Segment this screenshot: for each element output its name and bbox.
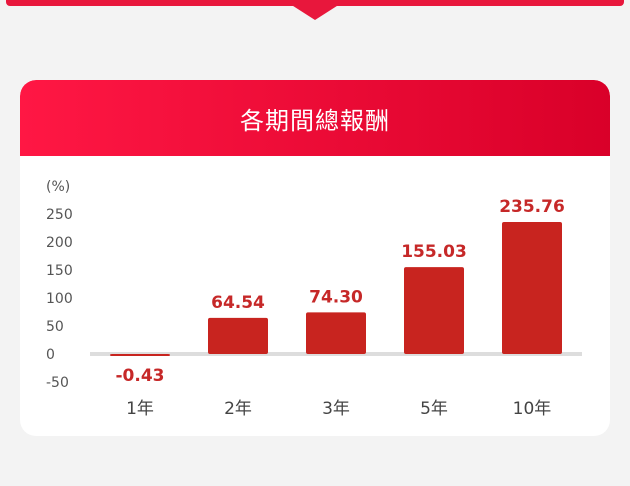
category-label: 3年 (322, 399, 350, 419)
bar (502, 221, 562, 354)
y-tick-label: 100 (46, 291, 73, 307)
y-tick-label: 0 (46, 347, 55, 363)
category-label: 10年 (513, 399, 552, 419)
bar (404, 267, 464, 354)
card-header: 各期間總報酬 (20, 80, 610, 156)
value-labels: -0.43 64.54 74.30 155.03 235.76 (116, 197, 565, 386)
category-label: 5年 (420, 399, 448, 419)
card-title: 各期間總報酬 (240, 106, 390, 135)
bars (110, 221, 562, 356)
y-tick-label: 50 (46, 319, 64, 335)
bar-value-label: 74.30 (309, 287, 363, 307)
returns-card: 各期間總報酬 (%) 250 200 150 100 50 0 -50 -0.43 64.54… (20, 80, 610, 436)
category-label: 1年 (126, 399, 154, 419)
y-tick-labels: 250 200 150 100 50 0 -50 (46, 207, 73, 391)
y-axis-unit-label: (%) (46, 179, 70, 195)
y-tick-label: 150 (46, 263, 73, 279)
bar (208, 317, 268, 354)
bar (110, 354, 170, 356)
y-tick-label: -50 (46, 375, 69, 391)
y-tick-label: 250 (46, 207, 73, 223)
y-axis: (%) (46, 179, 70, 195)
bar (306, 312, 366, 354)
category-labels: 1年 2年 3年 5年 10年 (126, 399, 551, 419)
bar-value-label: -0.43 (116, 366, 165, 386)
top-notch-arrow-icon (290, 4, 340, 20)
y-tick-label: 200 (46, 235, 73, 251)
category-label: 2年 (224, 399, 252, 419)
bar-value-label: 155.03 (401, 242, 467, 262)
bar-value-label: 64.54 (211, 293, 265, 313)
returns-bar-chart: (%) 250 200 150 100 50 0 -50 -0.43 64.54 74.30 15… (46, 179, 582, 419)
top-accent-bar (6, 0, 624, 6)
bar-value-label: 235.76 (499, 197, 565, 217)
